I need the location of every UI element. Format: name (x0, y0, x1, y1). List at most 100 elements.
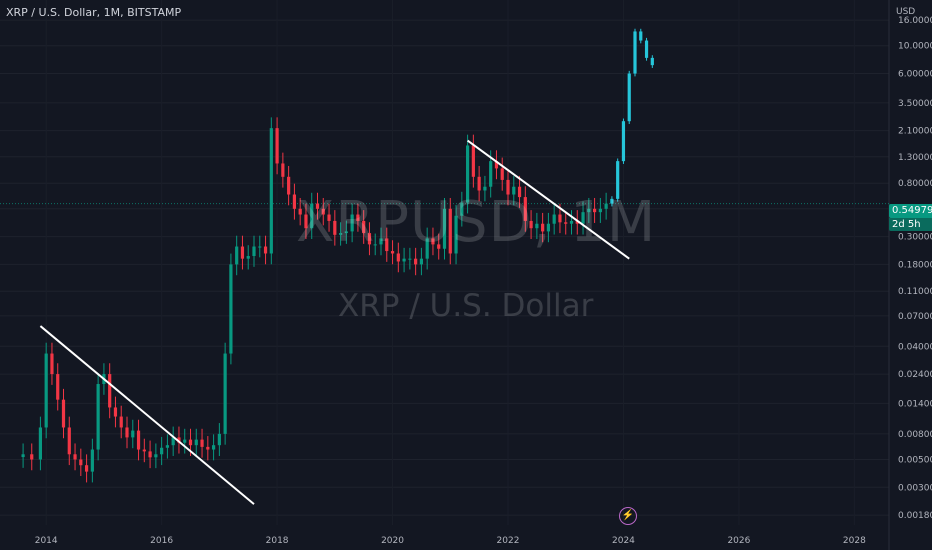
candle-body (235, 246, 239, 265)
candle-body (252, 246, 256, 257)
candle-body (587, 208, 591, 213)
candle-body (61, 399, 66, 428)
candle-body (310, 203, 314, 229)
candle-body (30, 454, 34, 460)
price-tick-label: 0.00800 (898, 430, 932, 440)
candle-body (541, 223, 545, 232)
lightning-icon[interactable]: ⚡ (619, 507, 637, 525)
candle-body (315, 203, 320, 209)
candle-body (200, 439, 204, 447)
candle-body (650, 57, 654, 66)
candle-body (142, 449, 146, 452)
candle-body (287, 176, 291, 195)
price-tick-label: 1.30000 (898, 153, 932, 163)
time-tick-label: 2024 (612, 536, 635, 546)
candle-body (281, 163, 285, 177)
candle-body (385, 238, 389, 252)
candle-body (67, 427, 71, 455)
candle-body (298, 208, 302, 215)
candle-body (188, 439, 193, 446)
candle-body (160, 447, 164, 455)
candle-body (581, 212, 585, 224)
candle-body (483, 186, 487, 191)
candle-body (125, 427, 129, 438)
candle-body (517, 186, 522, 198)
candle-body (246, 256, 250, 259)
candle-body (79, 459, 83, 466)
candle-body (211, 445, 216, 450)
trendline (39, 325, 255, 505)
candle-body (154, 454, 158, 458)
price-tick-label: 0.18000 (898, 260, 932, 270)
candle-body (500, 168, 504, 180)
candle-body (465, 145, 470, 203)
price-tick-label: 0.00500 (898, 455, 932, 465)
price-tick-label: 2.10000 (898, 127, 932, 137)
price-tick-label: 0.02400 (898, 370, 932, 380)
price-tick-label: 0.00300 (898, 483, 932, 493)
candle-body (56, 374, 60, 400)
candle-body (367, 233, 372, 245)
candle-body (494, 161, 499, 169)
candle-body (471, 145, 475, 177)
candle-body (136, 430, 141, 450)
candle-body (448, 208, 452, 254)
candle-body (442, 208, 447, 249)
candle-body (223, 353, 227, 434)
candle-body (275, 128, 279, 164)
candle-body (564, 222, 568, 224)
candle-body (90, 449, 94, 472)
candle-body (84, 465, 89, 472)
candle-body (460, 202, 464, 216)
candle-body (546, 223, 551, 232)
candle-body (402, 258, 406, 262)
candle-body (529, 220, 533, 229)
candle-body (183, 439, 187, 443)
price-tick-label: 6.00000 (898, 70, 932, 80)
candle-body (356, 214, 360, 221)
candle-body (431, 238, 435, 245)
candle-body (171, 437, 175, 446)
price-tick-label: 0.01400 (898, 399, 932, 409)
candle-body (194, 439, 198, 446)
price-tick-label: 3.50000 (898, 99, 932, 109)
candle-body (639, 31, 643, 41)
candle-body (477, 176, 481, 191)
candle-body (292, 194, 297, 209)
candle-body (552, 214, 556, 224)
candle-body (373, 244, 377, 246)
time-tick-label: 2016 (150, 536, 173, 546)
candle-body (414, 258, 418, 265)
candle-body (73, 454, 77, 460)
candle-body (350, 214, 354, 232)
candle-body (362, 220, 366, 234)
candle-body (113, 407, 118, 417)
watermark-ticker: XRPUSD, 1M (296, 190, 657, 255)
candle-body (621, 121, 626, 162)
candle-body (44, 353, 48, 428)
time-tick-label: 2028 (843, 536, 866, 546)
candle-body (569, 220, 574, 224)
candle-body (131, 430, 135, 438)
candle-body (206, 446, 210, 450)
candle-body (240, 246, 245, 259)
candle-body (512, 186, 516, 195)
candle-body (263, 246, 268, 254)
candle-body (148, 451, 152, 458)
price-tick-label: 10.00000 (898, 42, 932, 52)
candle-body (408, 258, 412, 260)
candle-body (489, 161, 493, 187)
candle-body (327, 214, 331, 221)
candle-body (119, 416, 123, 428)
candle-body (21, 454, 25, 458)
watermark-name: XRP / U.S. Dollar (338, 288, 594, 324)
candle-body (96, 384, 100, 450)
price-tick-label: 0.00180 (898, 511, 932, 521)
price-tick-label: 0.07000 (898, 312, 932, 322)
current-price-label: 0.54979 (889, 204, 932, 218)
candle-body (598, 208, 602, 213)
candle-body (229, 264, 233, 354)
candle-body (437, 244, 441, 249)
candle-body (338, 233, 343, 235)
